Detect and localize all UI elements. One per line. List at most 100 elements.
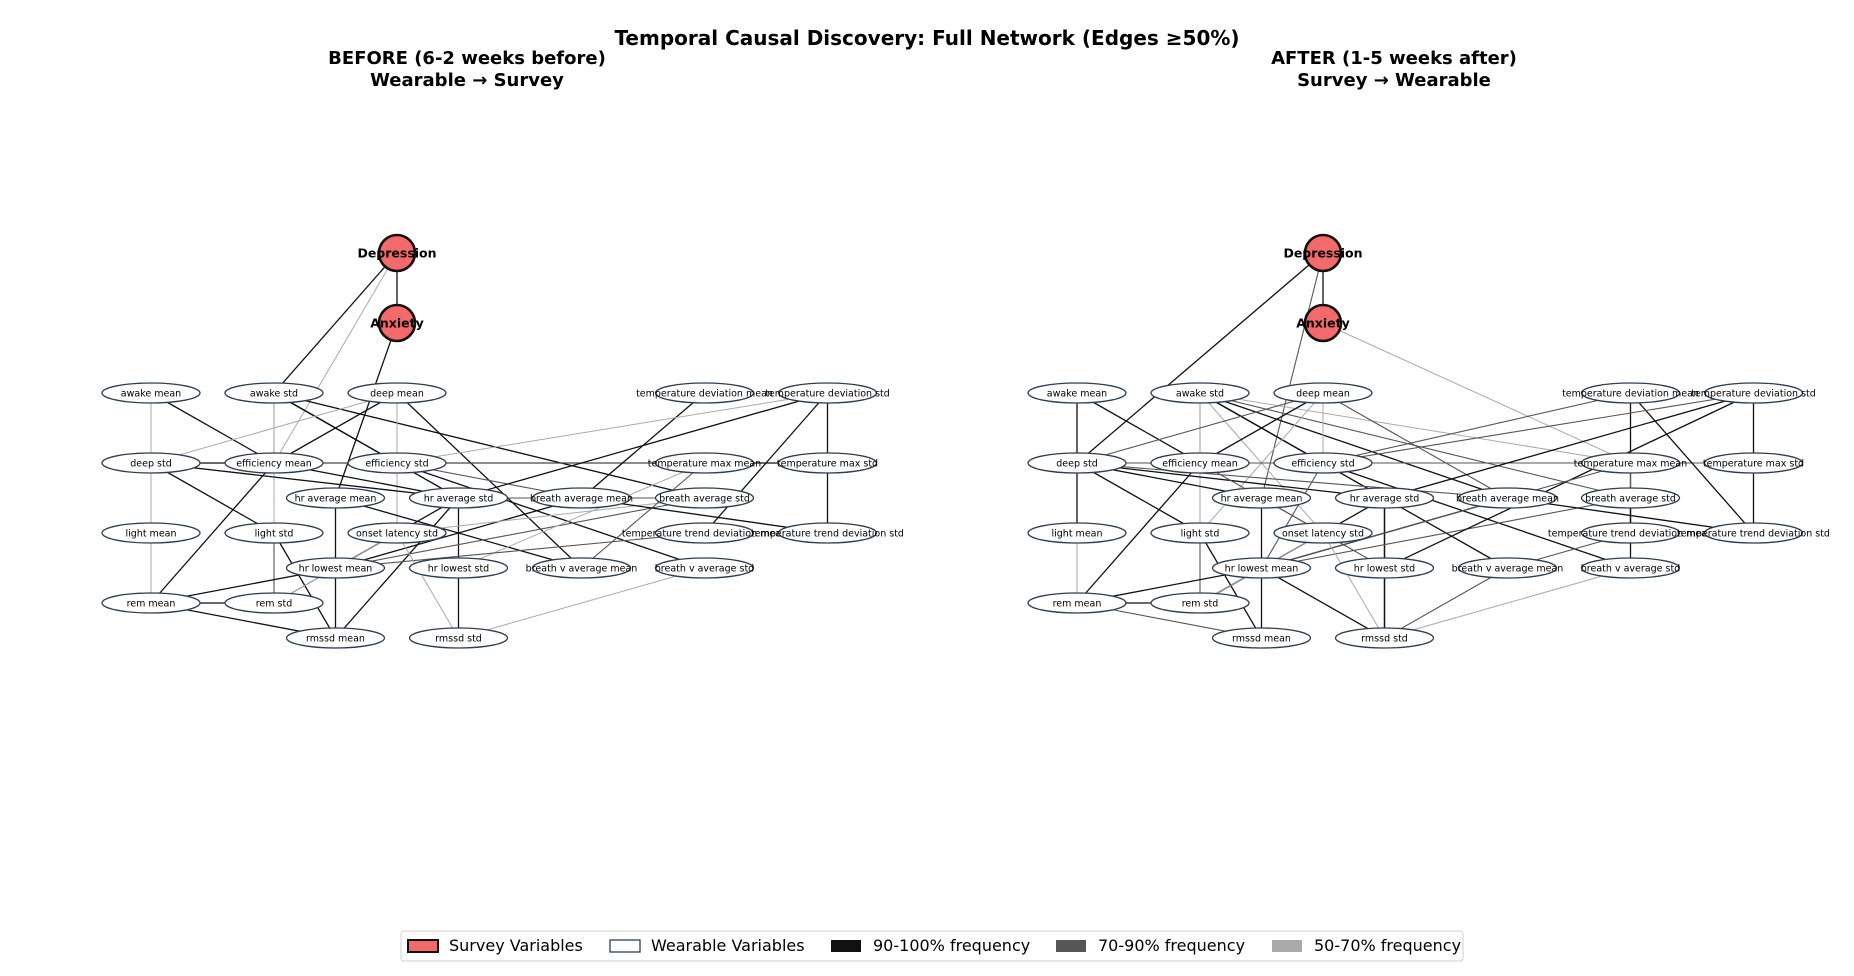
- node-deep_mean: deep mean: [1273, 382, 1373, 404]
- node-awake_mean: awake mean: [1027, 382, 1127, 404]
- edge-awake_std-temperature_max_mean: [1199, 392, 1631, 464]
- node-shape-awake_std: [224, 382, 324, 404]
- edge-breath_average_std-hr_lowest_mean: [335, 497, 705, 569]
- node-shape-deep_mean: [347, 382, 447, 404]
- node-temperature_deviation_std: temperature deviation std: [1691, 382, 1816, 404]
- node-label-breath_v_average_std: breath v average std: [655, 563, 754, 574]
- legend: Survey Variables Wearable Variables 90-1…: [400, 930, 1464, 962]
- node-hr_average_mean: hr average mean: [1211, 487, 1312, 509]
- node-label-hr_lowest_mean: hr lowest mean: [299, 563, 373, 574]
- node-label-hr_average_mean: hr average mean: [1221, 493, 1303, 504]
- node-breath_v_average_std: breath v average std: [655, 557, 754, 579]
- node-rem_mean: rem mean: [101, 592, 201, 614]
- panel-after-title-line1: AFTER (1-5 weeks after): [1271, 48, 1517, 69]
- edge-deep_mean-deep_std: [1076, 392, 1324, 464]
- node-hr_lowest_mean: hr lowest mean: [1211, 557, 1312, 579]
- node-label-efficiency_mean: efficiency mean: [1162, 458, 1238, 469]
- node-shape-temperature_max_mean: [654, 452, 755, 474]
- node-shape-breath_v_average_mean: [1457, 557, 1558, 579]
- node-label-light_mean: light mean: [125, 528, 176, 539]
- edge-temperature_max_mean-hr_lowest_std: [458, 462, 705, 569]
- edge-breath_average_std-onset_latency_std: [396, 497, 705, 534]
- node-efficiency_std: efficiency std: [1273, 452, 1373, 474]
- edge-temperature_deviation_std-temperature_trend_deviation_mean: [704, 392, 828, 534]
- node-shape-hr_average_std: [408, 487, 509, 509]
- node-shape-awake_mean: [101, 382, 201, 404]
- node-label-rmssd_std: rmssd std: [435, 633, 482, 644]
- node-shape-hr_average_std: [1334, 487, 1435, 509]
- edge-awake_std-hr_average_std: [1199, 392, 1385, 499]
- node-hr_average_mean: hr average mean: [285, 487, 386, 509]
- node-label-light_std: light std: [255, 528, 294, 539]
- edge-deep_mean-efficiency_mean: [273, 392, 398, 464]
- legend-survey-label: Survey Variables: [449, 936, 583, 955]
- node-temperature_deviation_std: temperature deviation std: [765, 382, 890, 404]
- edge-anxiety-temperature_max_mean: [1322, 322, 1631, 464]
- node-hr_lowest_std: hr lowest std: [1334, 557, 1435, 579]
- node-depression: Depression: [357, 233, 437, 273]
- node-light_mean: light mean: [1027, 522, 1127, 544]
- node-temperature_max_mean: temperature max mean: [648, 452, 761, 474]
- legend-wearable-label: Wearable Variables: [651, 936, 805, 955]
- node-label-temperature_trend_deviation_mean: temperature trend deviation mean: [1548, 528, 1713, 539]
- node-label-rem_mean: rem mean: [1053, 598, 1102, 609]
- edge-deep_mean-breath_average_mean: [1322, 392, 1508, 499]
- node-label-breath_v_average_mean: breath v average mean: [1452, 563, 1564, 574]
- node-shape-temperature_max_std: [1703, 452, 1804, 474]
- node-label-temperature_trend_deviation_mean: temperature trend deviation mean: [622, 528, 787, 539]
- panel-before-title-line2: Wearable → Survey: [370, 70, 564, 91]
- node-shape-rmssd_mean: [285, 627, 386, 649]
- node-temperature_deviation_mean: temperature deviation mean: [1562, 382, 1699, 404]
- node-rmssd_std: rmssd std: [408, 627, 509, 649]
- node-shape-rem_std: [1150, 592, 1250, 614]
- node-light_std: light std: [1150, 522, 1250, 544]
- node-shape-temperature_deviation_std: [777, 382, 878, 404]
- node-rmssd_mean: rmssd mean: [1211, 627, 1312, 649]
- node-temperature_max_mean: temperature max mean: [1574, 452, 1687, 474]
- node-label-temperature_max_std: temperature max std: [777, 458, 878, 469]
- node-label-efficiency_std: efficiency std: [365, 458, 428, 469]
- edge-breath_v_average_mean-rmssd_std: [1384, 567, 1508, 639]
- node-label-depression: Depression: [357, 246, 436, 261]
- node-label-light_mean: light mean: [1051, 528, 1102, 539]
- node-light_mean: light mean: [101, 522, 201, 544]
- node-label-rmssd_mean: rmssd mean: [1232, 633, 1291, 644]
- legend-low-swatch: [1272, 940, 1302, 952]
- node-label-onset_latency_std: onset latency std: [1282, 528, 1364, 539]
- node-shape-light_mean: [1027, 522, 1127, 544]
- node-rem_mean: rem mean: [1027, 592, 1127, 614]
- node-label-breath_average_std: breath average std: [659, 493, 750, 504]
- node-label-anxiety: Anxiety: [370, 316, 424, 331]
- edge-temperature_deviation_std-efficiency_std: [396, 392, 828, 464]
- node-temperature_max_std: temperature max std: [777, 452, 878, 474]
- panel-after-nodes: Depression Anxiety awake mean awake std deep…: [1027, 233, 1830, 649]
- node-shape-efficiency_mean: [1150, 452, 1250, 474]
- edge-temperature_max_mean-hr_lowest_mean: [1261, 462, 1631, 569]
- panel-after-edges: [1076, 252, 1755, 639]
- node-shape-deep_std: [101, 452, 201, 474]
- node-breath_average_mean: breath average mean: [530, 487, 633, 509]
- node-deep_std: deep std: [101, 452, 201, 474]
- node-label-hr_average_std: hr average std: [1350, 493, 1420, 504]
- node-label-awake_mean: awake mean: [121, 388, 181, 399]
- edge-efficiency_mean-rem_mean: [1076, 462, 1201, 604]
- node-shape-temperature_max_mean: [1580, 452, 1681, 474]
- node-light_std: light std: [224, 522, 324, 544]
- node-temperature_trend_deviation_std: temperature trend deviation std: [1677, 522, 1830, 544]
- edge-temperature_trend_deviation_mean-hr_lowest_mean: [335, 532, 705, 569]
- node-shape-rmssd_std: [1334, 627, 1435, 649]
- node-breath_average_mean: breath average mean: [1456, 487, 1559, 509]
- node-awake_mean: awake mean: [101, 382, 201, 404]
- edge-deep_std-breath_average_mean: [1076, 462, 1508, 499]
- node-label-temperature_max_std: temperature max std: [1703, 458, 1804, 469]
- edge-awake_std-hr_average_std: [273, 392, 459, 499]
- node-label-rmssd_std: rmssd std: [1361, 633, 1408, 644]
- node-shape-light_std: [1150, 522, 1250, 544]
- node-shape-temperature_max_std: [777, 452, 878, 474]
- node-label-deep_mean: deep mean: [370, 388, 424, 399]
- node-shape-hr_lowest_mean: [1211, 557, 1312, 579]
- node-temperature_max_std: temperature max std: [1703, 452, 1804, 474]
- node-shape-hr_average_mean: [1211, 487, 1312, 509]
- edge-awake_std-breath_average_mean: [1199, 392, 1508, 499]
